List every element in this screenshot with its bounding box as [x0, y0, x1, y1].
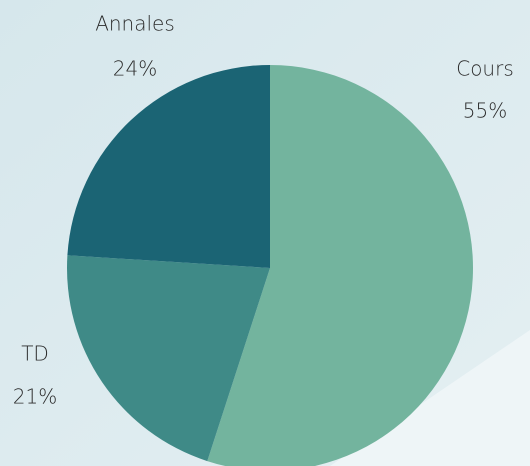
- pie-slice: [67, 65, 270, 268]
- pie-slice: [207, 65, 473, 466]
- pie-slice: [67, 255, 270, 462]
- slice-value-label: 21%: [13, 385, 57, 409]
- slice-label: TD: [21, 342, 49, 366]
- slice-value-label: 24%: [113, 57, 157, 81]
- slice-value-label: 55%: [463, 99, 507, 123]
- slice-label: Cours: [456, 57, 514, 81]
- slice-label: Annales: [95, 12, 175, 36]
